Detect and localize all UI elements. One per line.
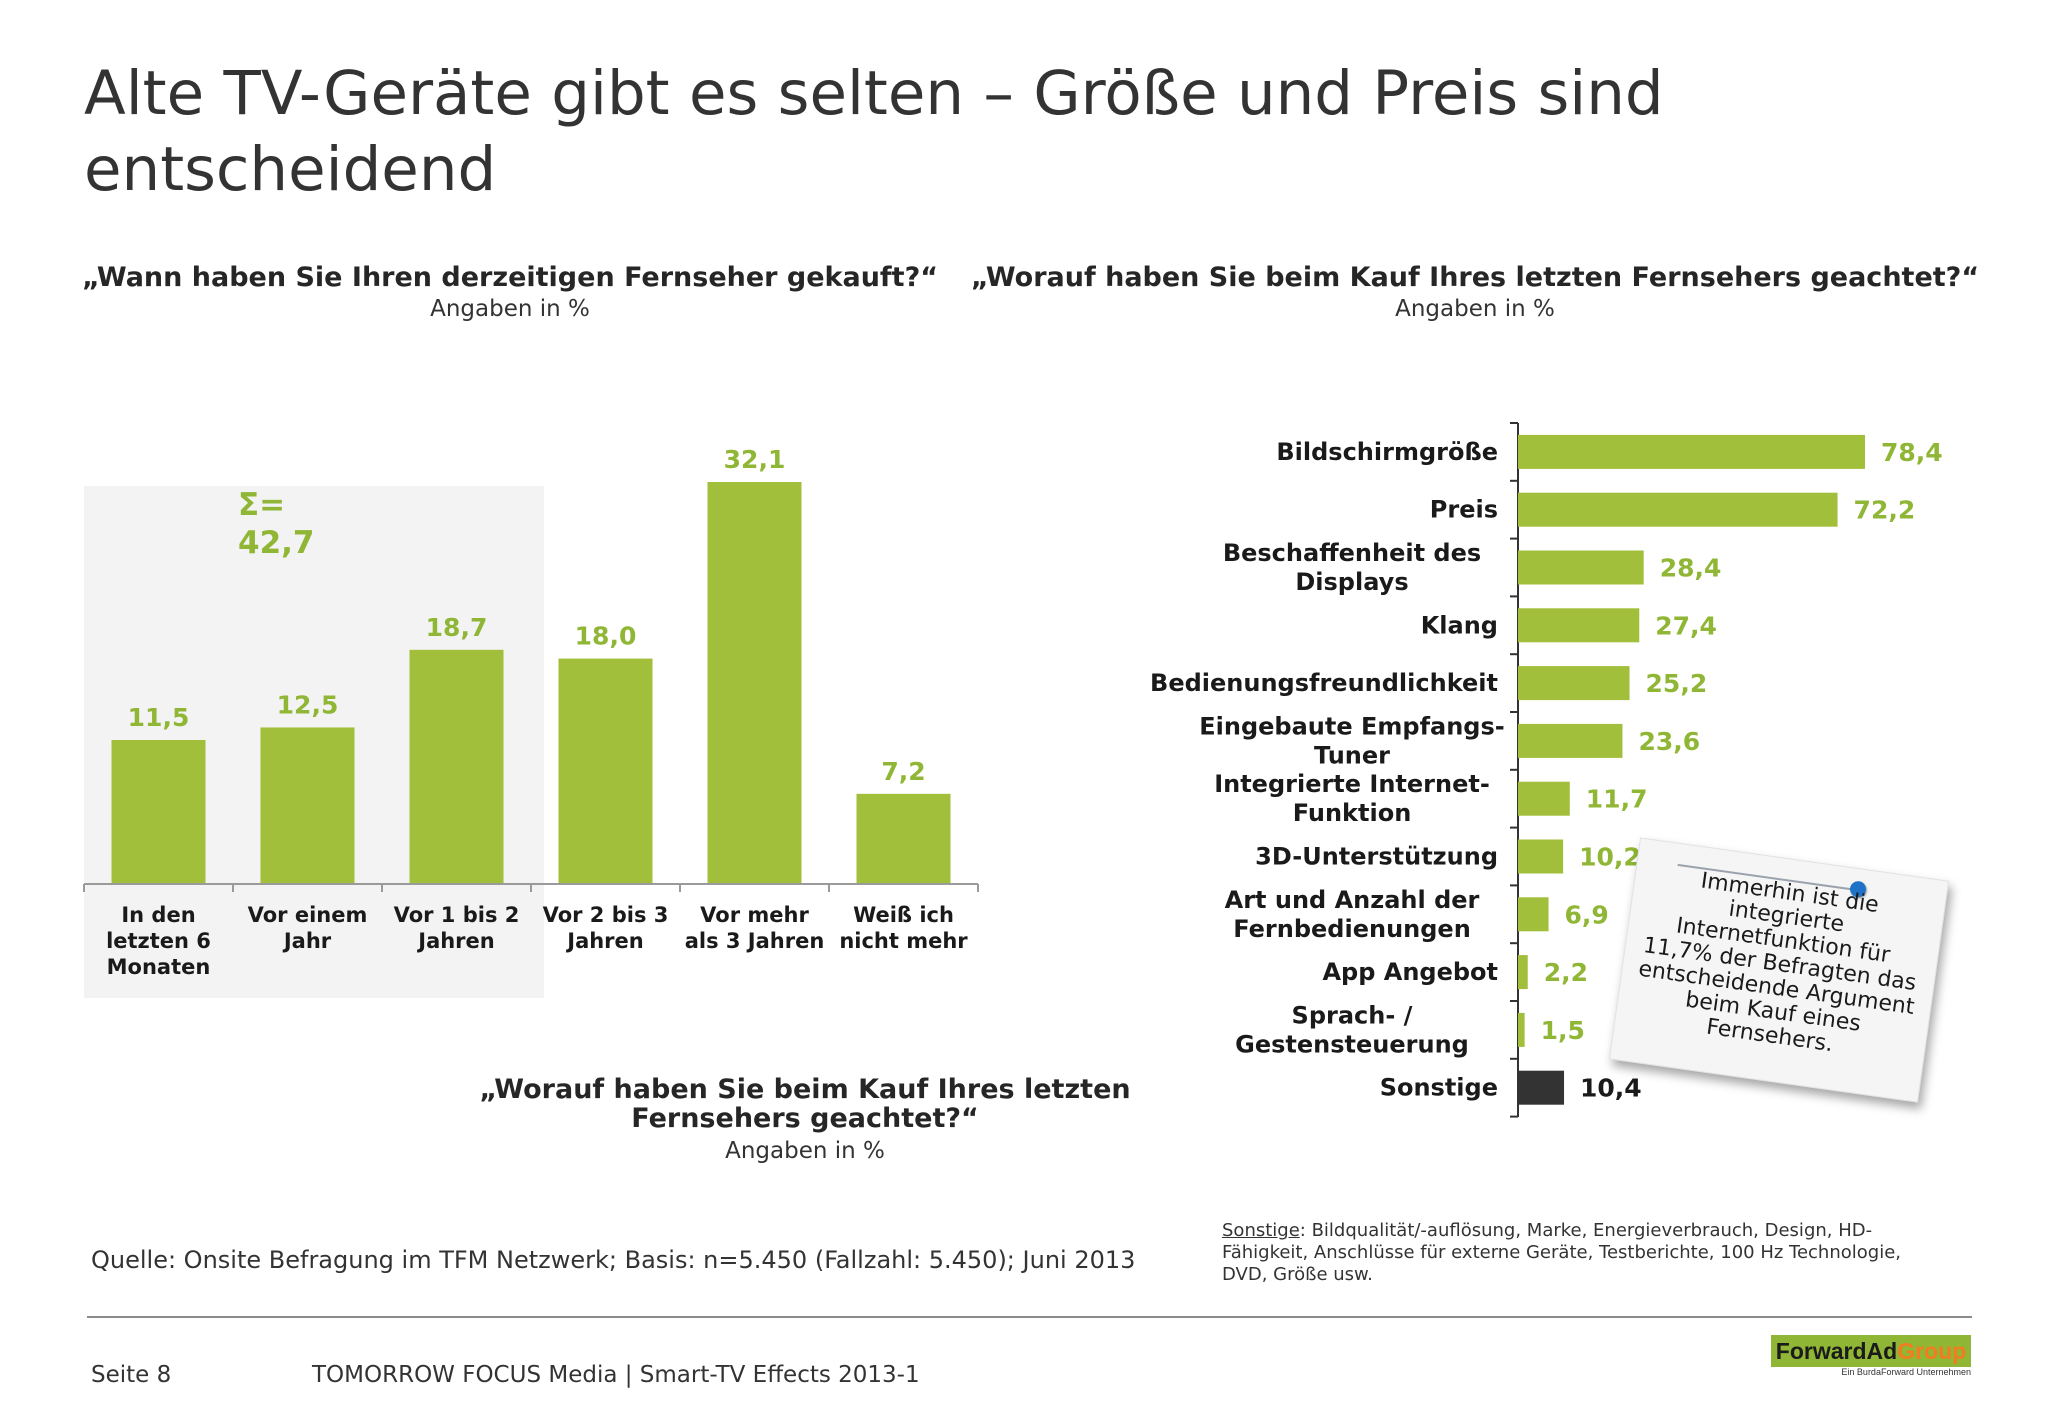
bar (1518, 955, 1528, 990)
source-note: Quelle: Onsite Befragung im TFM Netzwerk… (91, 1246, 1136, 1274)
forwardadgroup-logo: ForwardAdGroup (1771, 1335, 1971, 1367)
note-text: Immerhin ist die integrierte Internetfun… (1636, 868, 1918, 1058)
category-label: nicht mehr (839, 929, 968, 953)
right-chart-question: „Worauf haben Sie beim Kauf Ihres letzte… (970, 262, 1980, 293)
category-label: Sonstige (1380, 1074, 1498, 1102)
right-chart-subtitle: Angaben in % (1395, 296, 1555, 322)
bar-value-label: 78,4 (1881, 438, 1943, 467)
bar (409, 649, 504, 884)
bar-value-label: 1,5 (1541, 1016, 1585, 1045)
category-label: Vor 1 bis 2 (394, 903, 520, 927)
bar (111, 739, 206, 884)
bar (1518, 723, 1623, 758)
category-label: Beschaffenheit des (1223, 539, 1481, 567)
bar (1518, 1070, 1565, 1105)
bar (1518, 608, 1640, 643)
bar-value-label: 27,4 (1655, 611, 1717, 640)
bar (1518, 1012, 1525, 1047)
bar (1518, 666, 1630, 701)
footnote: Sonstige: Bildqualität/-auflösung, Marke… (1222, 1220, 1952, 1286)
bar-value-label: 6,9 (1565, 900, 1609, 929)
category-label: Vor mehr (700, 903, 809, 927)
category-label: Sprach- / (1292, 1001, 1413, 1029)
sum-value: 42,7 (238, 525, 315, 561)
category-label: Jahr (282, 929, 332, 953)
right-bar-chart: 78,4 72,2 28,4 27,4 25,2 23,6 11,7 10,2 6,9 2,2 1,… (1150, 422, 1943, 1118)
sum-label: Σ= (238, 487, 286, 523)
bar (558, 658, 653, 884)
bar (707, 482, 802, 884)
footnote-label: Sonstige (1222, 1220, 1300, 1241)
logo-accent: Group (1897, 1338, 1967, 1364)
footnote-text: : Bildqualität/-auflösung, Marke, Energi… (1222, 1220, 1901, 1285)
bar-value-label: 11,5 (128, 703, 190, 732)
category-label: Jahren (565, 929, 643, 953)
bar-value-label: 11,7 (1586, 785, 1648, 814)
bar (1518, 550, 1644, 585)
category-label: Art und Anzahl der (1225, 886, 1480, 914)
left-chart-subtitle: Angaben in % (430, 296, 590, 322)
lower-subtitle: Angaben in % (725, 1138, 885, 1164)
sticky-note: Immerhin ist die integrierte Internetfun… (1608, 837, 1950, 1103)
bar (1518, 434, 1865, 469)
bar-value-label: 23,6 (1638, 727, 1700, 756)
bar (1518, 781, 1570, 816)
category-label: Vor einem (248, 903, 368, 927)
category-label: Monaten (107, 955, 211, 979)
category-label: Displays (1295, 568, 1408, 596)
category-label: Weiß ich (853, 903, 954, 927)
footer-company: TOMORROW FOCUS Media | Smart-TV Effects … (312, 1362, 920, 1388)
category-label: Jahren (416, 929, 494, 953)
bar-value-label: 2,2 (1544, 958, 1588, 987)
bar-value-label: 12,5 (277, 690, 339, 719)
bar-value-label: 28,4 (1660, 554, 1722, 583)
category-label: Bedienungsfreundlichkeit (1150, 669, 1498, 697)
bar-value-label: 10,2 (1579, 843, 1641, 872)
bar-value-label: 32,1 (724, 445, 786, 474)
bar (1518, 897, 1549, 932)
bar (856, 793, 951, 884)
logo-main: ForwardAd (1775, 1338, 1898, 1364)
category-label: In den (121, 903, 195, 927)
bar-value-label: 18,0 (575, 622, 637, 651)
category-label: App Angebot (1322, 958, 1498, 986)
page-title: Alte TV-Geräte gibt es selten – Größe un… (84, 58, 1664, 205)
category-label: Vor 2 bis 3 (543, 903, 669, 927)
logo-subtitle: Ein BurdaForward Unternehmen (1841, 1367, 1971, 1377)
sum-annotation: Σ= 42,7 (238, 486, 315, 562)
category-label: Funktion (1293, 799, 1412, 827)
bar (1518, 492, 1838, 527)
footer-divider (87, 1316, 1972, 1318)
bar (260, 727, 355, 884)
category-label: Preis (1430, 496, 1498, 524)
category-label: Tuner (1314, 741, 1390, 769)
category-label: letzten 6 (106, 929, 211, 953)
left-chart-question: „Wann haben Sie Ihren derzeitigen Fernse… (81, 262, 938, 293)
bar-value-label: 25,2 (1646, 669, 1708, 698)
category-label: Gestensteuerung (1235, 1030, 1469, 1058)
category-label: Fernbedienungen (1233, 915, 1471, 943)
page-number: Seite 8 (91, 1362, 172, 1388)
bar-value-label: 72,2 (1854, 496, 1916, 525)
category-label: 3D-Unterstützung (1255, 843, 1498, 871)
bar (1518, 839, 1564, 874)
bar-value-label: 7,2 (881, 757, 925, 786)
category-label: Eingebaute Empfangs- (1199, 712, 1504, 740)
bar-value-label: 10,4 (1580, 1074, 1642, 1103)
lower-question: „Worauf haben Sie beim Kauf Ihres letzte… (479, 1074, 1131, 1134)
bar-value-label: 18,7 (426, 613, 488, 642)
category-label: Klang (1421, 611, 1498, 639)
category-label: Integrierte Internet- (1214, 770, 1490, 798)
category-label: als 3 Jahren (685, 929, 825, 953)
category-label: Bildschirmgröße (1276, 438, 1498, 466)
